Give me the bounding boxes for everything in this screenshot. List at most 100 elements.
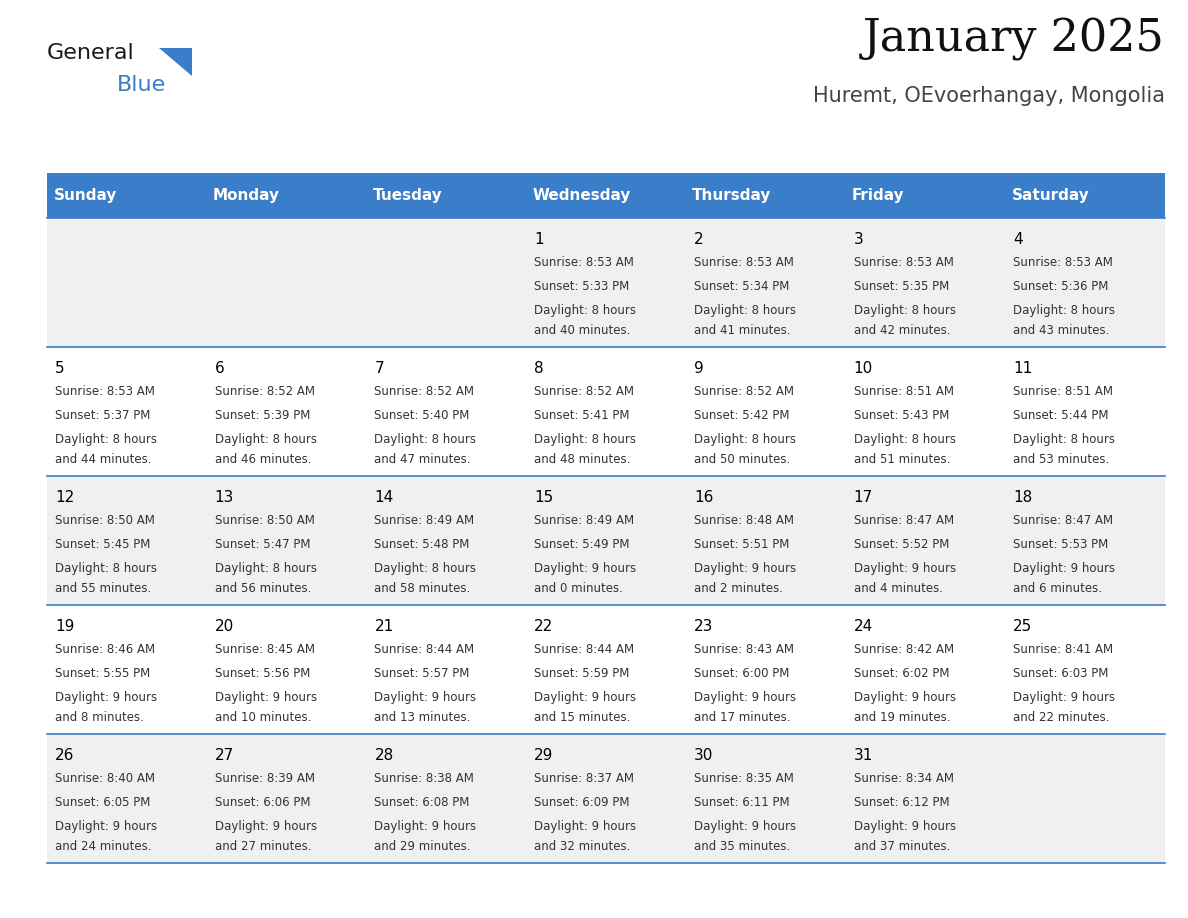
Text: Sunday: Sunday (53, 188, 116, 203)
Text: Sunrise: 8:50 AM: Sunrise: 8:50 AM (55, 514, 154, 527)
Text: Daylight: 9 hours: Daylight: 9 hours (853, 820, 955, 833)
Text: Daylight: 9 hours: Daylight: 9 hours (1013, 691, 1116, 704)
Text: Thursday: Thursday (693, 188, 772, 203)
Text: Daylight: 8 hours: Daylight: 8 hours (374, 433, 476, 446)
Text: Daylight: 8 hours: Daylight: 8 hours (853, 433, 955, 446)
Text: Sunset: 6:00 PM: Sunset: 6:00 PM (694, 667, 789, 680)
Text: Sunrise: 8:53 AM: Sunrise: 8:53 AM (694, 256, 794, 269)
Text: Sunset: 5:35 PM: Sunset: 5:35 PM (853, 280, 949, 293)
Text: Daylight: 8 hours: Daylight: 8 hours (215, 562, 317, 575)
Text: Sunrise: 8:44 AM: Sunrise: 8:44 AM (535, 643, 634, 656)
Text: Daylight: 9 hours: Daylight: 9 hours (1013, 562, 1116, 575)
Text: 3: 3 (853, 232, 864, 247)
Bar (48, 734, 1165, 863)
Text: Sunrise: 8:49 AM: Sunrise: 8:49 AM (374, 514, 474, 527)
Text: 13: 13 (215, 490, 234, 505)
Text: Sunset: 5:55 PM: Sunset: 5:55 PM (55, 667, 150, 680)
Text: Sunrise: 8:53 AM: Sunrise: 8:53 AM (535, 256, 634, 269)
Text: Daylight: 8 hours: Daylight: 8 hours (853, 304, 955, 317)
Text: Sunrise: 8:49 AM: Sunrise: 8:49 AM (535, 514, 634, 527)
Text: Sunrise: 8:52 AM: Sunrise: 8:52 AM (535, 385, 634, 398)
Text: Saturday: Saturday (1012, 188, 1089, 203)
Text: 17: 17 (853, 490, 873, 505)
Text: Sunrise: 8:47 AM: Sunrise: 8:47 AM (1013, 514, 1113, 527)
Text: Sunset: 5:53 PM: Sunset: 5:53 PM (1013, 538, 1108, 551)
Text: Sunset: 6:06 PM: Sunset: 6:06 PM (215, 796, 310, 809)
Text: 15: 15 (535, 490, 554, 505)
Text: Sunrise: 8:46 AM: Sunrise: 8:46 AM (55, 643, 156, 656)
Text: and 46 minutes.: and 46 minutes. (215, 453, 311, 466)
Text: Daylight: 8 hours: Daylight: 8 hours (694, 433, 796, 446)
Text: 22: 22 (535, 619, 554, 634)
Text: Sunset: 6:03 PM: Sunset: 6:03 PM (1013, 667, 1108, 680)
Text: 4: 4 (1013, 232, 1023, 247)
Text: 23: 23 (694, 619, 713, 634)
Text: and 32 minutes.: and 32 minutes. (535, 840, 631, 853)
Text: Daylight: 8 hours: Daylight: 8 hours (215, 433, 317, 446)
Text: Tuesday: Tuesday (373, 188, 443, 203)
Bar (48, 476, 1165, 605)
Text: and 42 minutes.: and 42 minutes. (853, 324, 950, 337)
Text: Sunrise: 8:52 AM: Sunrise: 8:52 AM (374, 385, 474, 398)
Text: Daylight: 8 hours: Daylight: 8 hours (1013, 433, 1116, 446)
Text: Sunrise: 8:48 AM: Sunrise: 8:48 AM (694, 514, 794, 527)
Text: Sunrise: 8:39 AM: Sunrise: 8:39 AM (215, 772, 315, 785)
Text: Sunset: 5:37 PM: Sunset: 5:37 PM (55, 409, 151, 422)
Text: Sunset: 6:11 PM: Sunset: 6:11 PM (694, 796, 790, 809)
Text: Wednesday: Wednesday (532, 188, 631, 203)
Bar (48, 173, 1165, 218)
Text: and 19 minutes.: and 19 minutes. (853, 711, 950, 724)
Text: January 2025: January 2025 (864, 18, 1165, 62)
Text: 26: 26 (55, 748, 75, 763)
Text: 14: 14 (374, 490, 393, 505)
Text: and 4 minutes.: and 4 minutes. (853, 582, 942, 595)
Text: and 37 minutes.: and 37 minutes. (853, 840, 950, 853)
Text: Sunrise: 8:50 AM: Sunrise: 8:50 AM (215, 514, 315, 527)
Text: Sunset: 5:42 PM: Sunset: 5:42 PM (694, 409, 789, 422)
Text: Friday: Friday (852, 188, 904, 203)
Text: 27: 27 (215, 748, 234, 763)
Text: Daylight: 8 hours: Daylight: 8 hours (535, 433, 636, 446)
Text: and 51 minutes.: and 51 minutes. (853, 453, 950, 466)
Text: Sunset: 5:49 PM: Sunset: 5:49 PM (535, 538, 630, 551)
Text: and 35 minutes.: and 35 minutes. (694, 840, 790, 853)
Text: Daylight: 9 hours: Daylight: 9 hours (535, 691, 637, 704)
Text: and 10 minutes.: and 10 minutes. (215, 711, 311, 724)
Text: Daylight: 9 hours: Daylight: 9 hours (215, 820, 317, 833)
Text: Sunrise: 8:51 AM: Sunrise: 8:51 AM (853, 385, 954, 398)
Text: and 22 minutes.: and 22 minutes. (1013, 711, 1110, 724)
Bar (48, 347, 1165, 476)
Text: Sunset: 5:34 PM: Sunset: 5:34 PM (694, 280, 789, 293)
Text: Daylight: 9 hours: Daylight: 9 hours (55, 691, 157, 704)
Text: Daylight: 9 hours: Daylight: 9 hours (853, 691, 955, 704)
Text: Sunrise: 8:42 AM: Sunrise: 8:42 AM (853, 643, 954, 656)
Text: 24: 24 (853, 619, 873, 634)
Text: 20: 20 (215, 619, 234, 634)
Text: and 29 minutes.: and 29 minutes. (374, 840, 470, 853)
Text: Daylight: 9 hours: Daylight: 9 hours (55, 820, 157, 833)
Text: Sunrise: 8:37 AM: Sunrise: 8:37 AM (535, 772, 634, 785)
Text: Daylight: 8 hours: Daylight: 8 hours (1013, 304, 1116, 317)
Text: and 44 minutes.: and 44 minutes. (55, 453, 152, 466)
Polygon shape (159, 48, 192, 76)
Text: 8: 8 (535, 361, 544, 376)
Text: Sunset: 5:33 PM: Sunset: 5:33 PM (535, 280, 630, 293)
Text: 21: 21 (374, 619, 393, 634)
Text: Sunset: 6:05 PM: Sunset: 6:05 PM (55, 796, 151, 809)
Text: and 8 minutes.: and 8 minutes. (55, 711, 144, 724)
Text: Sunrise: 8:43 AM: Sunrise: 8:43 AM (694, 643, 794, 656)
Text: Sunrise: 8:53 AM: Sunrise: 8:53 AM (55, 385, 154, 398)
Text: 16: 16 (694, 490, 713, 505)
Text: and 50 minutes.: and 50 minutes. (694, 453, 790, 466)
Text: Sunset: 6:09 PM: Sunset: 6:09 PM (535, 796, 630, 809)
Text: Sunrise: 8:40 AM: Sunrise: 8:40 AM (55, 772, 154, 785)
Text: Daylight: 9 hours: Daylight: 9 hours (374, 691, 476, 704)
Text: Sunrise: 8:53 AM: Sunrise: 8:53 AM (1013, 256, 1113, 269)
Text: Monday: Monday (213, 188, 280, 203)
Text: and 15 minutes.: and 15 minutes. (535, 711, 631, 724)
Text: and 43 minutes.: and 43 minutes. (1013, 324, 1110, 337)
Text: Sunrise: 8:38 AM: Sunrise: 8:38 AM (374, 772, 474, 785)
Text: 6: 6 (215, 361, 225, 376)
Text: Sunset: 5:40 PM: Sunset: 5:40 PM (374, 409, 469, 422)
Text: and 47 minutes.: and 47 minutes. (374, 453, 470, 466)
